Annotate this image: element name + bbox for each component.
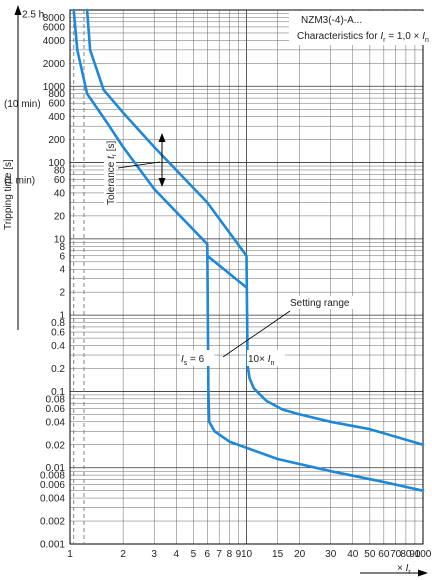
y-tick-label: 2000 xyxy=(43,59,66,70)
x-tick-label: 5 xyxy=(191,549,197,560)
x-axis-arrow-head xyxy=(418,569,428,577)
x-axis-title: × Ir xyxy=(397,563,411,576)
time-marker-label: (10 min) xyxy=(4,99,41,110)
y-tick-label: 6 xyxy=(59,251,65,262)
y-tick-label: 0.4 xyxy=(51,341,65,352)
y-tick-label: 200 xyxy=(48,135,65,146)
y-axis-arrow-head xyxy=(14,5,22,15)
tolerance-arrow-up xyxy=(158,133,166,142)
tolerance-dashed-lines xyxy=(73,10,85,544)
chart-subtitle: Characteristics for Ir = 1,0 × In xyxy=(297,31,429,44)
tolerance-label-bg xyxy=(104,150,116,206)
y-tick-label: 0.2 xyxy=(51,364,65,375)
time-marker-label: (1 min) xyxy=(4,175,35,186)
y-tick-label: 0.01 xyxy=(46,463,66,474)
y-tick-label: 60 xyxy=(54,175,66,186)
y-tick-label: 8 xyxy=(59,242,65,253)
chart-title: NZM3(-4)-A... xyxy=(301,15,362,26)
setting-range-label: Setting range xyxy=(290,298,350,309)
x-tick-label: 30 xyxy=(325,549,337,560)
x-tick-label: 20 xyxy=(294,549,306,560)
y-tick-label: 6000 xyxy=(43,22,66,33)
in-label-bg xyxy=(247,350,285,366)
y-tick-label: 0.004 xyxy=(40,494,65,505)
y-tick-label: 0.008 xyxy=(40,471,65,482)
y-tick-label: 0.04 xyxy=(46,417,66,428)
y-tick-label: 8000 xyxy=(43,13,66,24)
setting-range-leader xyxy=(222,310,291,358)
tolerance-arrow-down xyxy=(158,178,166,187)
x-tick-label: 9 xyxy=(236,549,242,560)
curves-group xyxy=(72,8,425,493)
setting-range-bg xyxy=(288,296,354,309)
chart-grid xyxy=(69,9,424,545)
is-label-bg xyxy=(180,350,214,366)
x-tick-label: 8 xyxy=(227,549,233,560)
y-axis-title: Tripping time [s] xyxy=(3,159,14,230)
x-tick-label: 1 xyxy=(67,549,73,560)
y-tick-label: 1000 xyxy=(43,82,66,93)
time-marker-label: 2.5 h xyxy=(22,9,44,20)
is-equals-6-label: Is = 6 xyxy=(181,354,205,367)
curve-series-1 xyxy=(72,8,425,493)
y-tick-label: 20 xyxy=(54,211,66,222)
x-tick-label: 6 xyxy=(205,549,211,560)
y-tick-label: 0.02 xyxy=(46,440,66,451)
x-tick-label: 80 xyxy=(400,549,412,560)
y-tick-label: 400 xyxy=(48,112,65,123)
time-markers: 2.5 h (10 min) (1 min) xyxy=(4,9,44,186)
x-tick-label: 50 xyxy=(364,549,376,560)
y-tick-label: 40 xyxy=(54,188,66,199)
x-tick-label: 10 xyxy=(241,549,253,560)
y-tick-label: 0.08 xyxy=(46,394,66,405)
y-tick-label: 0.006 xyxy=(40,480,65,491)
y-tick-label: 100 xyxy=(48,158,65,169)
x-tick-label: 40 xyxy=(347,549,359,560)
y-tick-label: 0.6 xyxy=(51,328,65,339)
y-tick-label: 4 xyxy=(59,265,65,276)
x-tick-label: 2 xyxy=(120,549,126,560)
y-tick-label: 4000 xyxy=(43,36,66,47)
x-tick-label: 3 xyxy=(151,549,157,560)
x-tick-label: 4 xyxy=(173,549,179,560)
y-tick-label: 800 xyxy=(48,89,65,100)
y-tick-label: 80 xyxy=(54,165,66,176)
curve-series-2 xyxy=(85,8,425,447)
tolerance-label: Tolerance tr [s] xyxy=(106,141,118,205)
x-tick-label: 90 xyxy=(409,549,421,560)
plot-frame xyxy=(69,9,424,545)
y-tick-label: 0.001 xyxy=(40,540,65,551)
y-tick-label: 2 xyxy=(59,288,65,299)
ten-in-label: 10× In xyxy=(248,354,275,367)
x-tick-label: 15 xyxy=(272,549,284,560)
curve-series-3 xyxy=(206,254,248,289)
y-tick-label: 1 xyxy=(59,311,65,322)
x-tick-label: 7 xyxy=(216,549,222,560)
y-tick-label: 0.1 xyxy=(51,387,65,398)
y-tick-label: 10 xyxy=(54,234,66,245)
y-tick-label: 600 xyxy=(48,99,65,110)
y-tick-label: 0.06 xyxy=(46,404,66,415)
x-tick-label: 70 xyxy=(390,549,402,560)
x-tick-label: 100 xyxy=(415,549,432,560)
x-tick-label: 60 xyxy=(378,549,390,560)
y-tick-label: 0.8 xyxy=(51,318,65,329)
title-box xyxy=(289,11,428,45)
y-tick-label: 0.002 xyxy=(40,517,65,528)
tolerance-leader-line xyxy=(117,161,161,169)
